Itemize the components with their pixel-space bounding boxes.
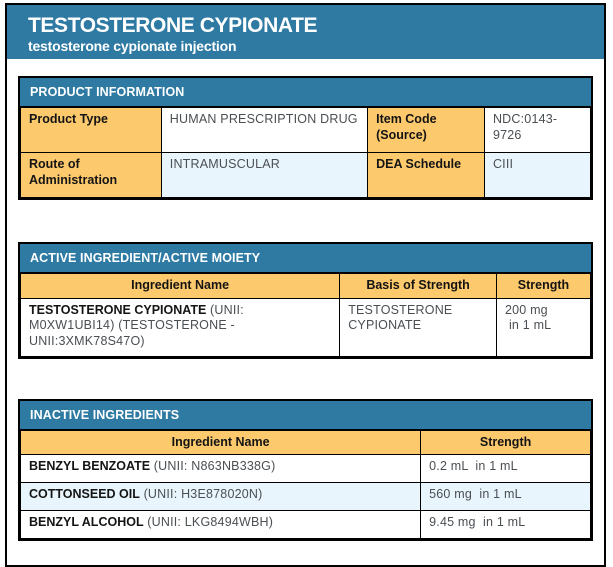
column-header-basis-of-strength: Basis of Strength <box>339 273 497 299</box>
ingredient-name-unii: (UNII: H3E878020N) <box>139 487 263 502</box>
product-information-header: PRODUCT INFORMATION <box>20 78 591 107</box>
column-header-row: Ingredient Name Strength <box>19 429 591 456</box>
route-of-administration-value: INTRAMUSCULAR <box>160 152 369 198</box>
column-header-strength: Strength <box>495 273 592 299</box>
item-code-label: Item Code (Source) <box>367 107 485 153</box>
table-row: BENZYL ALCOHOL (UNII: LKG8494WBH) 9.45 m… <box>19 510 591 540</box>
inactive-ingredients-header: INACTIVE INGREDIENTS <box>20 400 591 430</box>
product-information-section: PRODUCT INFORMATION Product Type HUMAN P… <box>18 76 593 200</box>
inactive-ingredient-name-cell: BENZYL ALCOHOL (UNII: LKG8494WBH) <box>19 510 422 540</box>
product-type-value: HUMAN PRESCRIPTION DRUG <box>160 107 369 153</box>
table-row: BENZYL BENZOATE (UNII: N863NB338G) 0.2 m… <box>19 454 591 484</box>
active-ingredient-table: Ingredient Name Basis of Strength Streng… <box>19 273 592 357</box>
strength-amount: 200 mg <box>504 302 548 317</box>
inactive-ingredient-name-cell: COTTONSEED OIL (UNII: H3E878020N) <box>19 482 422 512</box>
ingredient-name-bold: BENZYL BENZOATE <box>29 459 151 474</box>
strength-cell: 200 mg in 1 mL <box>495 297 592 357</box>
product-type-label: Product Type <box>20 107 162 153</box>
inactive-ingredients-section: INACTIVE INGREDIENTS Ingredient Name Str… <box>18 398 593 542</box>
dea-schedule-label: DEA Schedule <box>367 152 485 198</box>
inactive-ingredient-name-cell: BENZYL BENZOATE (UNII: N863NB338G) <box>19 454 422 484</box>
basis-of-strength-cell: TESTOSTERONE CYPIONATE <box>339 297 497 357</box>
table-row: TESTOSTERONE CYPIONATE (UNII: M0XW1UBI14… <box>19 297 592 357</box>
strength-cell: 9.45 mg in 1 mL <box>420 510 591 540</box>
ingredient-name-unii: (UNII: N863NB338G) <box>150 459 276 474</box>
section-title: PRODUCT INFORMATION <box>30 85 185 99</box>
active-ingredient-section: ACTIVE INGREDIENT/ACTIVE MOIETY Ingredie… <box>18 242 593 359</box>
column-header-ingredient-name: Ingredient Name <box>19 273 341 299</box>
active-ingredient-name-cell: TESTOSTERONE CYPIONATE (UNII: M0XW1UBI14… <box>19 297 341 357</box>
ingredient-name-bold: COTTONSEED OIL <box>29 487 140 502</box>
product-information-table: Product Type HUMAN PRESCRIPTION DRUG Ite… <box>20 107 592 198</box>
inactive-ingredients-table: Ingredient Name Strength BENZYL BENZOATE… <box>19 429 591 540</box>
ingredient-name-unii: (UNII: M0XW1UBI14) (TESTOSTERONE - UNII:… <box>29 302 244 348</box>
column-header-strength: Strength <box>420 429 591 456</box>
section-title: INACTIVE INGREDIENTS <box>30 407 180 422</box>
strength-cell: 0.2 mL in 1 mL <box>420 454 591 484</box>
active-ingredient-header: ACTIVE INGREDIENT/ACTIVE MOIETY <box>20 244 591 273</box>
content-area: PRODUCT INFORMATION Product Type HUMAN P… <box>7 76 604 542</box>
item-code-value: NDC:0143-9726 <box>483 107 592 153</box>
ingredient-name-bold: BENZYL ALCOHOL <box>29 515 144 530</box>
drug-subtitle: testosterone cypionate injection <box>28 37 237 54</box>
drug-title: TESTOSTERONE CYPIONATE <box>28 14 318 38</box>
column-header-ingredient-name: Ingredient Name <box>19 429 422 456</box>
table-row: Product Type HUMAN PRESCRIPTION DRUG Ite… <box>20 107 592 153</box>
route-of-administration-label: Route of Administration <box>20 152 162 198</box>
table-row: Route of Administration INTRAMUSCULAR DE… <box>20 152 592 198</box>
drug-label-page: TESTOSTERONE CYPIONATE testosterone cypi… <box>5 3 606 567</box>
drug-title-banner: TESTOSTERONE CYPIONATE testosterone cypi… <box>7 5 604 59</box>
dea-schedule-value: CIII <box>483 152 592 198</box>
ingredient-name-bold: TESTOSTERONE CYPIONATE <box>29 302 207 317</box>
strength-per: in 1 mL <box>508 318 552 333</box>
table-row: COTTONSEED OIL (UNII: H3E878020N) 560 mg… <box>19 482 591 512</box>
section-title: ACTIVE INGREDIENT/ACTIVE MOIETY <box>30 251 261 265</box>
strength-cell: 560 mg in 1 mL <box>420 482 591 512</box>
column-header-row: Ingredient Name Basis of Strength Streng… <box>19 273 592 299</box>
ingredient-name-unii: (UNII: LKG8494WBH) <box>143 515 274 530</box>
